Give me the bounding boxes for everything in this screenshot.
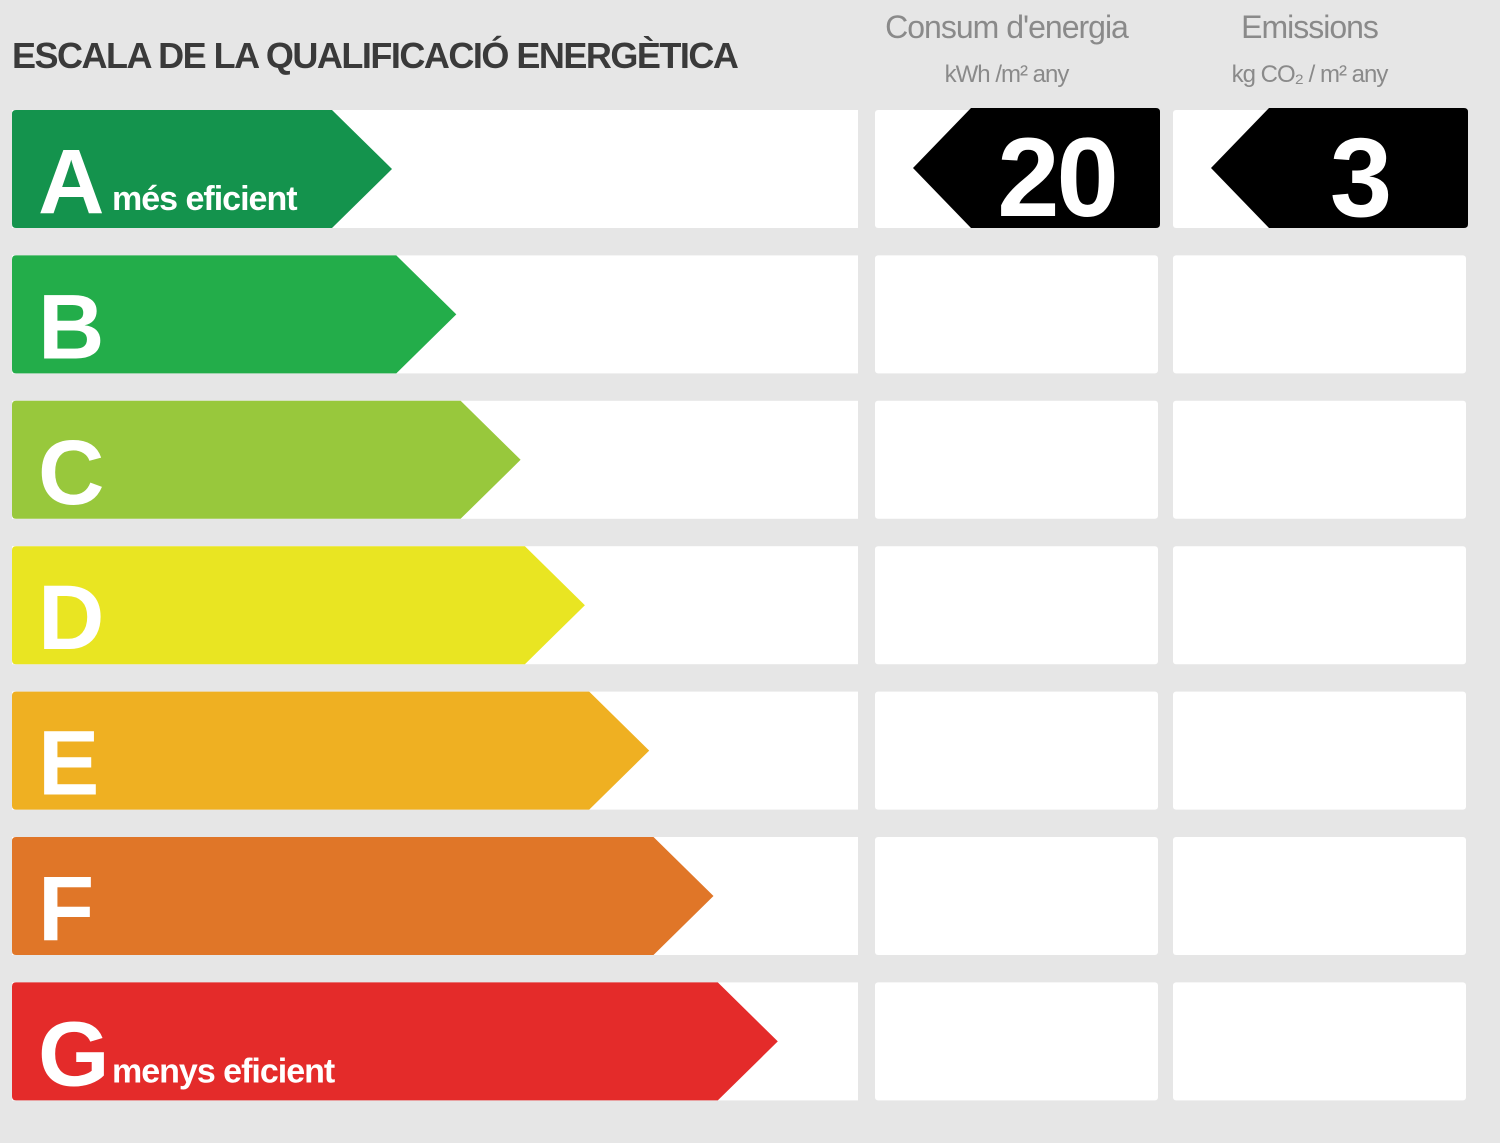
rating-value: 3	[1330, 115, 1389, 240]
cell	[875, 837, 1158, 955]
grade-letter: G	[38, 1003, 108, 1105]
cell	[1173, 982, 1466, 1101]
cell	[1173, 837, 1466, 955]
grade-arrow	[12, 982, 778, 1101]
grade-letter: F	[38, 858, 92, 960]
grade-arrow	[12, 546, 585, 665]
column-unit: kg CO₂ / m² any	[1232, 61, 1389, 88]
grade-note: menys eficient	[112, 1052, 335, 1090]
rating-pointer	[1211, 108, 1468, 228]
rating-pointer	[913, 108, 1160, 228]
label-title: ESCALA DE LA QUALIFICACIÓ ENERGÈTICA	[12, 34, 739, 76]
cell	[875, 255, 1158, 374]
cell	[875, 691, 1158, 810]
cell	[1173, 255, 1466, 374]
grade-letter: C	[38, 422, 102, 524]
grade-letter: B	[38, 276, 102, 378]
rating-value: 20	[997, 115, 1116, 240]
cell	[1173, 691, 1466, 810]
cell	[1173, 546, 1466, 665]
grade-letter: E	[38, 713, 97, 815]
column-title: Consum d'energia	[885, 9, 1129, 45]
grade-arrow	[12, 400, 521, 519]
column-title: Emissions	[1241, 9, 1378, 45]
column-unit: kWh /m² any	[945, 61, 1070, 88]
grade-arrow	[12, 110, 392, 228]
grade-letter: A	[38, 131, 103, 233]
grade-note: més eficient	[112, 180, 297, 218]
grade-arrow	[12, 837, 714, 955]
grade-letter: D	[38, 567, 102, 669]
grade-arrow	[12, 255, 457, 374]
cell	[875, 400, 1158, 519]
grade-arrow	[12, 691, 650, 810]
cell	[875, 982, 1158, 1101]
cell	[1173, 400, 1466, 519]
cell	[875, 546, 1158, 665]
